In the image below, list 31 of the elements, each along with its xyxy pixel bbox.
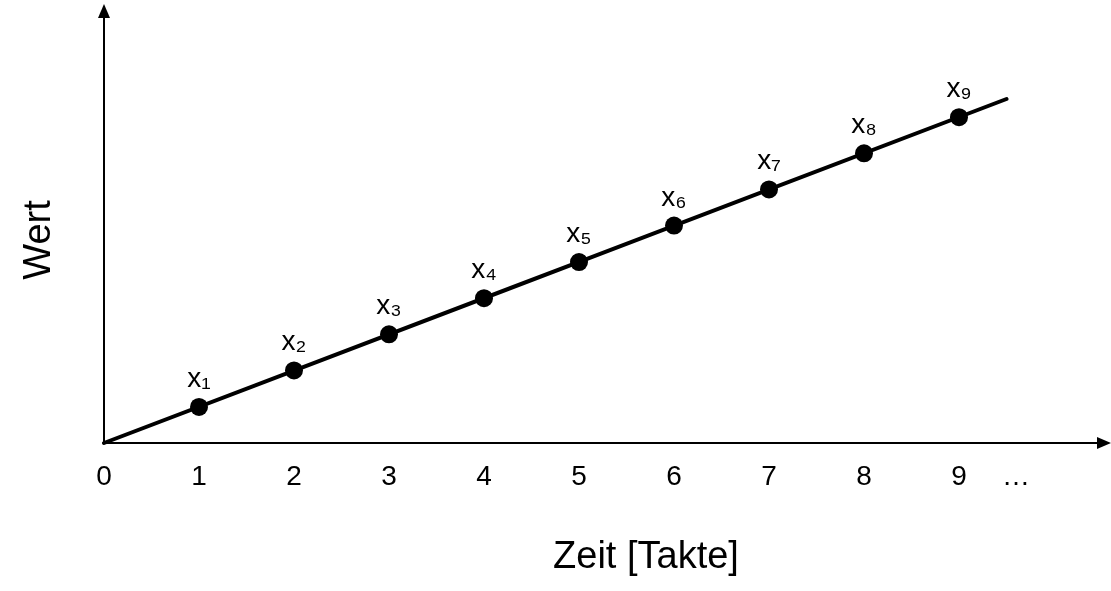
annotation: x₈ [851,108,877,140]
annotation: x₇ [757,144,781,176]
point [190,397,208,416]
x-tick-label: 0 [96,460,112,492]
annotation: x₄ [471,253,497,285]
x-tick-label: 3 [381,460,397,492]
annotation: x₁ [187,361,211,393]
point [665,216,683,235]
y-axis-title: Wert [16,199,58,280]
annotation: x₃ [376,289,402,321]
x-tick-label: … [1002,460,1030,492]
point [950,108,968,127]
point [285,361,303,380]
x-tick-label: 8 [856,460,872,492]
x-tick-label: 7 [761,460,777,492]
annotation: x₅ [566,217,592,249]
point [855,144,873,163]
x-axis-title: Zeit [Takte] [553,534,739,576]
point [380,325,398,344]
point [475,289,493,308]
point [760,180,778,199]
x-tick-label: 1 [191,460,207,492]
annotation: x₂ [281,325,307,357]
annotation: x₆ [661,180,687,212]
x-tick-label: 5 [571,460,587,492]
x-tick-label: 4 [476,460,492,492]
x-tick-label: 2 [286,460,302,492]
x-tick-label: 6 [666,460,682,492]
x-tick-label: 9 [951,460,967,492]
point [570,253,588,272]
annotation: x₉ [946,72,972,104]
